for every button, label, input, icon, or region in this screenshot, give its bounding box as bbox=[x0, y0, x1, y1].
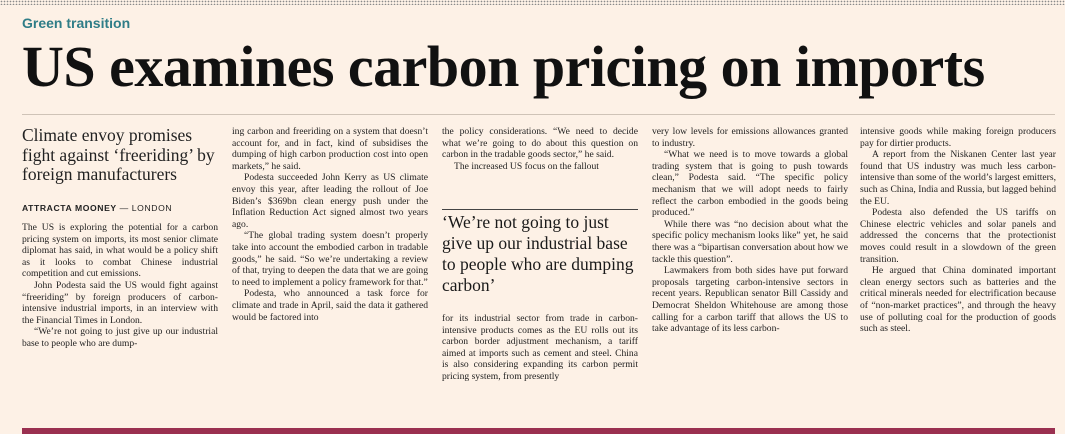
standfirst: Climate envoy promises fight against ‘fr… bbox=[22, 125, 215, 184]
pull-quote: ‘We’re not going to just give up our ind… bbox=[442, 209, 638, 296]
article-column-3-bottom: for its industrial sector from trade in … bbox=[442, 313, 638, 383]
paragraph: “We’re not going to just give up our ind… bbox=[22, 326, 218, 349]
paragraph: intensive goods while making foreign pro… bbox=[860, 126, 1056, 149]
byline-place: — LONDON bbox=[119, 203, 173, 213]
headline-rule bbox=[22, 114, 1055, 115]
paragraph: He argued that China dominated important… bbox=[860, 265, 1056, 335]
byline: ATTRACTA MOONEY — LONDON bbox=[22, 203, 172, 213]
paragraph: While there was “no decision about what … bbox=[652, 218, 848, 265]
paragraph: very low levels for emissions allowances… bbox=[652, 126, 848, 149]
paragraph: “What we need is to move towards a globa… bbox=[652, 149, 848, 219]
paragraph: for its industrial sector from trade in … bbox=[442, 313, 638, 382]
paragraph: Podesta succeeded John Kerry as US clima… bbox=[232, 172, 428, 230]
top-dotted-rule bbox=[0, 0, 1065, 5]
paragraph: The increased US focus on the fallout bbox=[454, 160, 599, 172]
section-label: Green transition bbox=[22, 15, 131, 31]
paragraph: the policy considerations. “We need to d… bbox=[442, 126, 638, 161]
paragraph: John Podesta said the US would fight aga… bbox=[22, 279, 218, 326]
paragraph: Podesta also defended the US tariffs on … bbox=[860, 207, 1056, 265]
paragraph: ing carbon and freeriding on a system th… bbox=[232, 126, 428, 172]
article-column-4: very low levels for emissions allowances… bbox=[652, 126, 848, 335]
paragraph: The US is exploring the potential for a … bbox=[22, 222, 218, 280]
paragraph: Lawmakers from both sides have put forwa… bbox=[652, 265, 848, 335]
paragraph: Podesta, who announced a task force for … bbox=[232, 288, 428, 323]
paragraph: “The global trading system doesn’t prope… bbox=[232, 230, 428, 288]
article-column-3-top: the policy considerations. “We need to d… bbox=[442, 126, 638, 172]
article-column-5: intensive goods while making foreign pro… bbox=[860, 126, 1056, 335]
article-column-1: The US is exploring the potential for a … bbox=[22, 222, 218, 350]
bottom-color-bar bbox=[22, 428, 1055, 434]
headline: US examines carbon pricing on imports bbox=[22, 34, 985, 99]
byline-author: ATTRACTA MOONEY bbox=[22, 203, 117, 213]
paragraph: A report from the Niskanen Center last y… bbox=[860, 149, 1056, 207]
article-column-2: ing carbon and freeriding on a system th… bbox=[232, 126, 428, 323]
